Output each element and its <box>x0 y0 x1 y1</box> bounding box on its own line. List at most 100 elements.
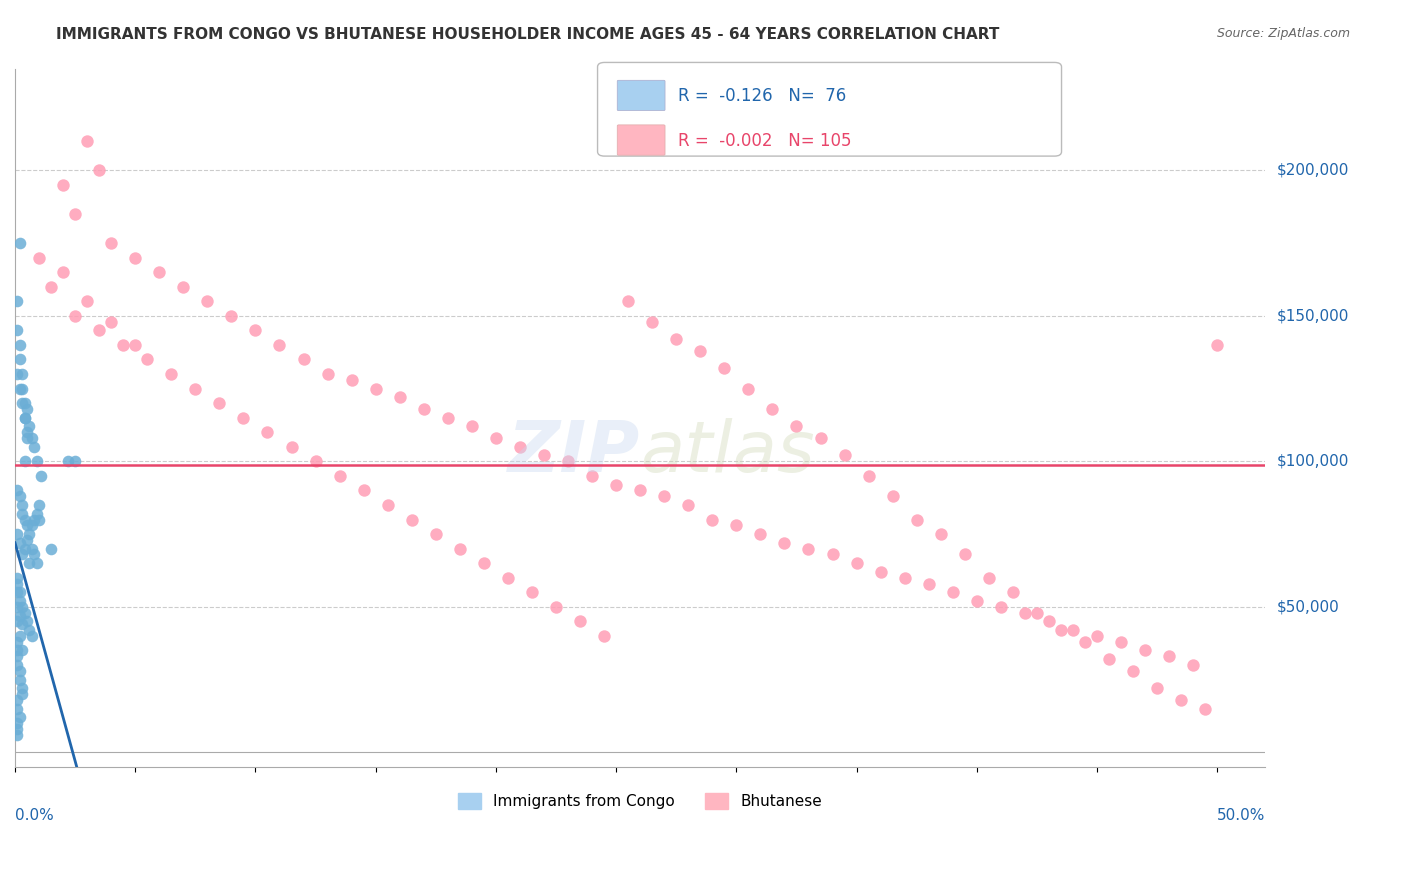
Point <box>1098 652 1121 666</box>
Point <box>533 449 555 463</box>
Point <box>280 440 302 454</box>
Point <box>8 535 31 549</box>
Point <box>520 585 543 599</box>
Point <box>14 410 37 425</box>
Point <box>810 431 832 445</box>
Point <box>8 489 31 503</box>
Point <box>1050 623 1073 637</box>
Point <box>6 643 28 657</box>
Point <box>28 251 51 265</box>
Point <box>785 419 807 434</box>
Point <box>8 338 31 352</box>
Point <box>15 615 38 629</box>
Point <box>8 710 31 724</box>
Point <box>21 541 44 556</box>
Point <box>6 634 28 648</box>
Point <box>737 382 759 396</box>
Point <box>25 507 48 521</box>
Point <box>21 518 44 533</box>
Point <box>245 323 267 337</box>
Point <box>990 599 1012 614</box>
Point <box>436 410 458 425</box>
Point <box>76 134 98 148</box>
Point <box>665 332 688 346</box>
Point <box>30 468 52 483</box>
Point <box>882 489 904 503</box>
Point <box>509 440 531 454</box>
Point <box>329 468 352 483</box>
Point <box>6 483 28 498</box>
Point <box>195 294 218 309</box>
Point <box>11 382 34 396</box>
Point <box>15 431 38 445</box>
Point <box>449 541 471 556</box>
Point <box>713 361 735 376</box>
Text: $50,000: $50,000 <box>1277 599 1339 615</box>
Point <box>569 615 592 629</box>
Point <box>8 629 31 643</box>
Point <box>100 236 122 251</box>
Point <box>11 681 34 696</box>
Point <box>18 623 41 637</box>
Text: R =  -0.126   N=  76: R = -0.126 N= 76 <box>678 87 846 105</box>
Point <box>1194 701 1216 715</box>
Point <box>641 315 664 329</box>
Point <box>6 657 28 672</box>
Point <box>412 401 434 416</box>
Legend: Immigrants from Congo, Bhutanese: Immigrants from Congo, Bhutanese <box>451 787 828 815</box>
Point <box>918 576 941 591</box>
Point <box>605 477 627 491</box>
Point <box>1133 643 1156 657</box>
Point <box>22 440 45 454</box>
Point <box>461 419 484 434</box>
Point <box>472 556 495 570</box>
Point <box>15 518 38 533</box>
Point <box>702 512 724 526</box>
Point <box>6 367 28 381</box>
Point <box>966 594 988 608</box>
Point <box>401 512 423 526</box>
Point <box>544 599 567 614</box>
Point <box>1146 681 1168 696</box>
Point <box>21 431 44 445</box>
Text: ZIP: ZIP <box>508 418 640 487</box>
Point <box>388 390 411 404</box>
Point <box>14 396 37 410</box>
Point <box>749 527 772 541</box>
Point <box>905 512 928 526</box>
Point <box>1038 615 1060 629</box>
Point <box>136 352 159 367</box>
Point <box>124 251 146 265</box>
Point <box>6 722 28 736</box>
Point <box>21 629 44 643</box>
Point <box>11 687 34 701</box>
Point <box>22 548 45 562</box>
Point <box>1109 634 1132 648</box>
Point <box>208 396 231 410</box>
Point <box>858 468 880 483</box>
Point <box>6 527 28 541</box>
Point <box>929 527 952 541</box>
Point <box>14 410 37 425</box>
Point <box>1074 634 1097 648</box>
Point <box>76 294 98 309</box>
Point <box>617 294 640 309</box>
Point <box>160 367 183 381</box>
Point <box>124 338 146 352</box>
Point <box>11 396 34 410</box>
Point <box>6 585 28 599</box>
Point <box>593 629 616 643</box>
Point <box>652 489 675 503</box>
Point <box>28 498 51 512</box>
Point <box>1170 693 1192 707</box>
Point <box>1014 606 1036 620</box>
Point <box>557 454 579 468</box>
Point <box>6 294 28 309</box>
Text: atlas: atlas <box>640 418 815 487</box>
Point <box>8 594 31 608</box>
Point <box>11 599 34 614</box>
Point <box>18 556 41 570</box>
Point <box>11 498 34 512</box>
Point <box>1206 338 1229 352</box>
Point <box>11 507 34 521</box>
